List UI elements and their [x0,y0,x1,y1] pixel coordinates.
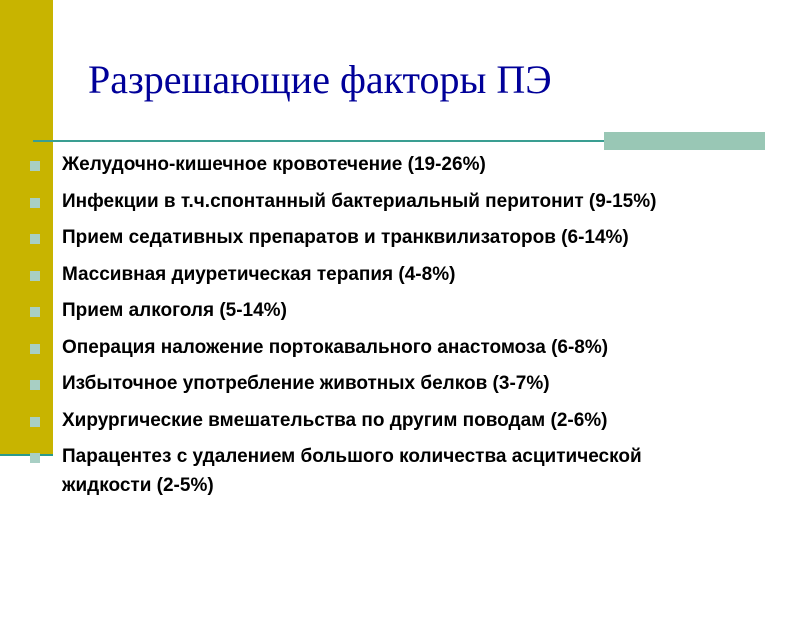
list-item: Инфекции в т.ч.спонтанный бактериальный … [29,188,682,217]
square-bullet-icon [30,380,40,390]
bullet-list: Желудочно-кишечное кровотечение (19-26%)… [29,151,789,508]
list-item: Прием алкоголя (5-14%) [29,297,789,326]
item-text: Инфекции в т.ч.спонтанный бактериальный … [62,190,657,212]
list-item: Желудочно-кишечное кровотечение (19-26%) [29,151,789,180]
square-bullet-icon [30,453,40,463]
item-text: Избыточное употребление животных белков … [62,373,550,394]
item-text: Прием седативных препаратов и транквилиз… [62,227,629,248]
square-bullet-icon [30,270,40,281]
list-item: Избыточное употребление животных белков … [29,370,789,399]
square-bullet-icon [30,234,40,244]
list-item: Массивная диуретическая терапия (4-8%) [29,261,789,290]
list-item: Прием седативных препаратов и транквилиз… [29,224,789,253]
square-bullet-icon [30,161,40,171]
square-bullet-icon [30,197,40,208]
list-item: Операция наложение портокавального анаст… [29,334,789,363]
item-text: Операция наложение портокавального анаст… [62,336,609,358]
side-bar [0,0,53,456]
list-item: Хирургические вмешательства по другим по… [29,407,789,436]
square-bullet-icon [30,416,40,427]
slide-title: Разрешающие факторы ПЭ [88,57,552,102]
title-rule [33,140,761,142]
item-text: Парацентез с удалением большого количест… [62,446,642,496]
item-text: Прием алкоголя (5-14%) [62,300,287,321]
square-bullet-icon [30,307,40,317]
item-text: Массивная диуретическая терапия (4-8%) [62,263,456,285]
item-text: Желудочно-кишечное кровотечение (19-26%) [62,154,486,175]
item-text: Хирургические вмешательства по другим по… [62,409,608,431]
list-item: Парацентез с удалением большого количест… [29,443,712,500]
square-bullet-icon [30,343,40,354]
accent-block [604,132,765,150]
